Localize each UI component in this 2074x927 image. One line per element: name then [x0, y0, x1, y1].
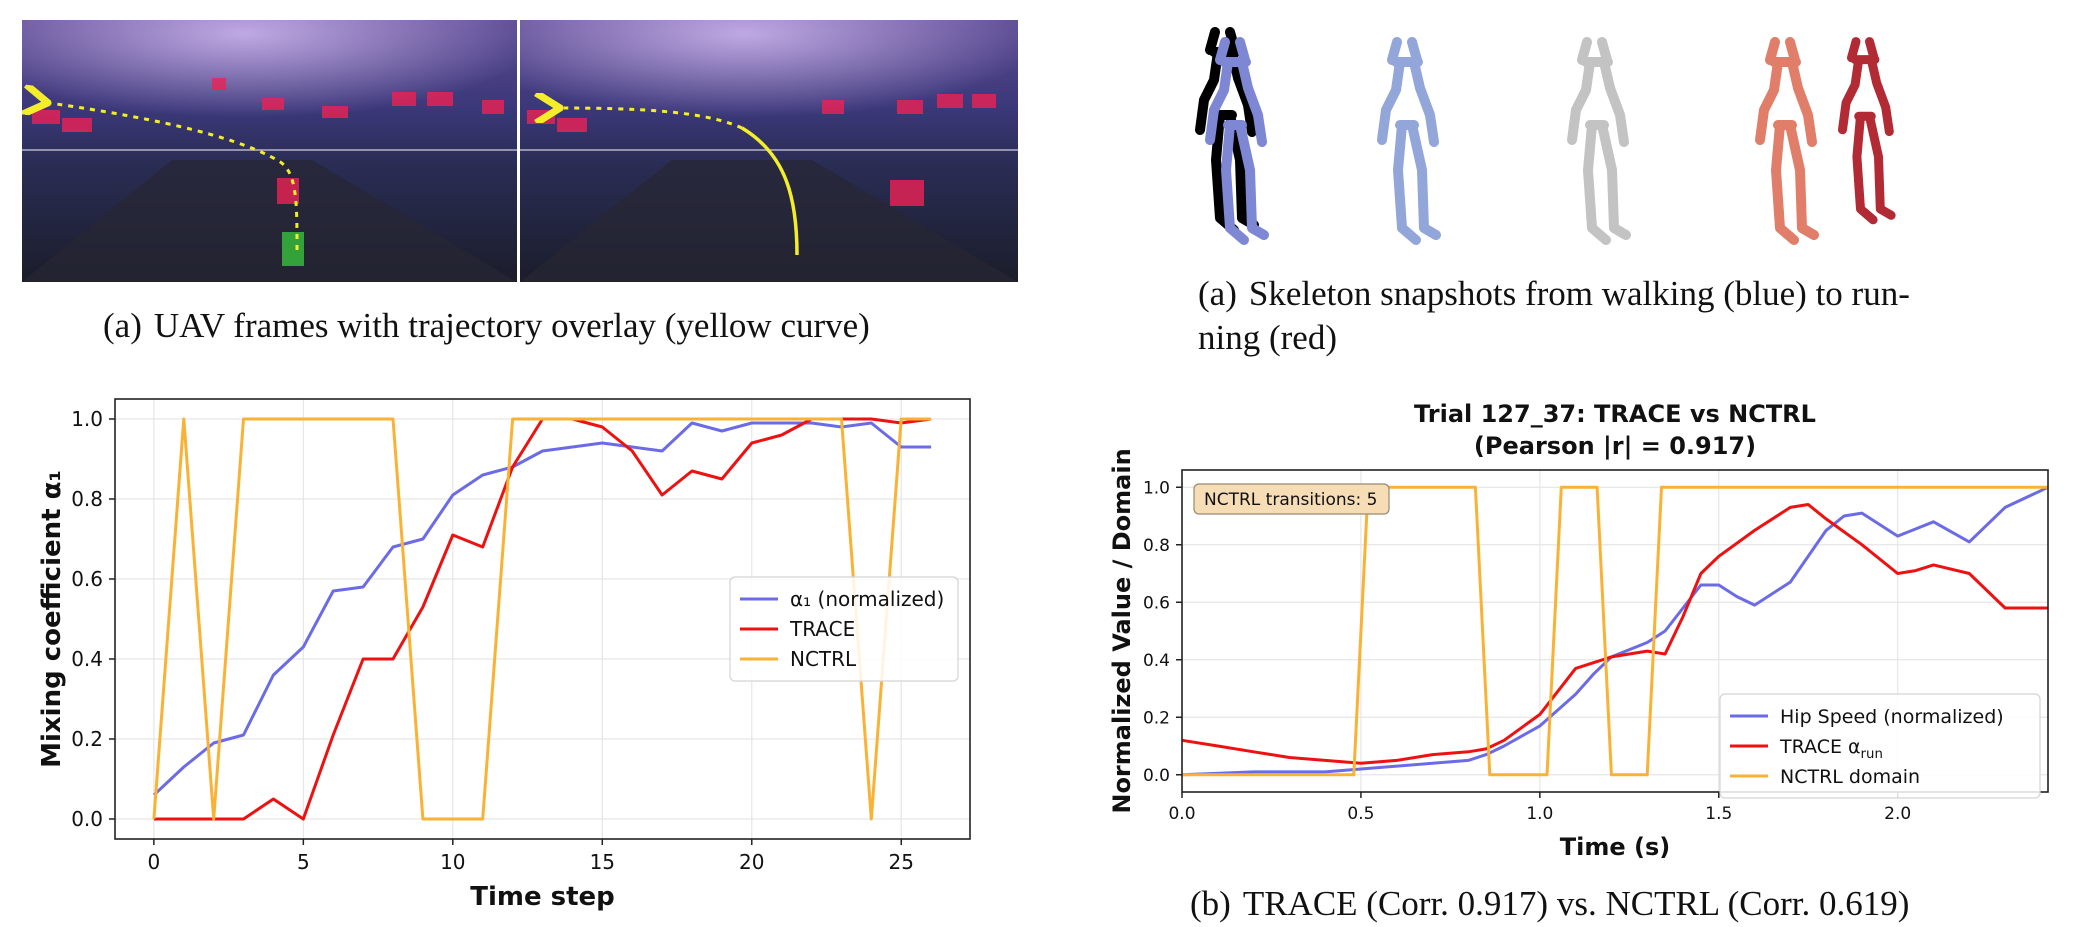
uav-frame-left — [22, 20, 517, 282]
series-line-2 — [1182, 485, 2048, 777]
x-tick-label: 15 — [590, 850, 615, 874]
x-tick-label: 0 — [147, 850, 160, 874]
y-tick-label: 0.2 — [71, 727, 103, 751]
series-line-1 — [1181, 503, 2048, 765]
y-axis-label: Mixing coefficient α₁ — [37, 470, 67, 768]
y-tick-label: 0.0 — [71, 807, 103, 831]
annotation-bg — [1193, 483, 1390, 515]
uav-frames-image — [22, 20, 1018, 282]
legend-entry: TRACE — [789, 617, 855, 641]
x-tick-label: 0.5 — [1347, 804, 1374, 824]
y-axis-label: Normalized Value / Domain — [1108, 448, 1136, 813]
legend-frame — [729, 576, 959, 682]
trace-vs-nctrl-chart: 0.0 0.5 1.0 1.5 2.0 0.0 0.2 0.4 0.6 0.8 1.0 Time (s… — [1108, 400, 2049, 860]
chart-title-line1: Trial 127_37: TRACE vs NCTRL — [1414, 400, 1816, 428]
trace-caption: (b) TRACE (Corr. 0.917) vs. NCTRL (Corr. … — [1190, 884, 1910, 923]
y-tick-label: 0.0 — [1143, 766, 1170, 786]
y-tick-label: 1.0 — [71, 407, 103, 431]
skeleton-caption: (a) Skeleton snapshots from walking (blue… — [1198, 274, 1910, 357]
series-line-2 — [152, 417, 932, 821]
plot-frame — [114, 398, 971, 840]
x-axis-label: Time step — [470, 882, 615, 912]
x-tick-label: 2.0 — [1884, 804, 1911, 824]
x-axis-label: Time (s) — [1560, 833, 1670, 860]
legend: α₁ (normalized) TRACE NCTRL — [729, 576, 959, 682]
legend-entry: NCTRL — [790, 647, 857, 671]
y-tick-label: 0.6 — [1143, 593, 1170, 613]
x-tick-label: 20 — [739, 850, 764, 874]
y-tick-label: 0.8 — [1143, 536, 1170, 556]
x-tick-label: 25 — [889, 850, 914, 874]
uav-frames-svg — [22, 20, 1018, 282]
x-tick-label: 0.0 — [1168, 804, 1195, 824]
uav-frame-right — [520, 20, 1018, 282]
x-tick-label: 1.5 — [1705, 804, 1732, 824]
skeleton-run-1 — [1760, 42, 1814, 240]
plot-frame — [1181, 469, 2049, 793]
x-tick-label: 10 — [440, 850, 465, 874]
skeleton-walk-2 — [1382, 42, 1436, 240]
annotation-text: NCTRL transitions: 5 — [1204, 490, 1377, 510]
x-tick-label: 5 — [297, 850, 310, 874]
y-tick-label: 0.2 — [1143, 708, 1170, 728]
skeleton-snapshots-image — [1190, 20, 1970, 260]
annotation-box: NCTRL transitions: 5 — [1193, 483, 1390, 515]
chart-title-line2: (Pearson |r| = 0.917) — [1474, 432, 1756, 460]
series-line-0 — [1181, 485, 2049, 777]
skeleton-run-2 — [1843, 42, 1892, 220]
y-tick-label: 0.4 — [71, 647, 103, 671]
legend-entry: Hip Speed (normalized) — [1780, 706, 2004, 728]
y-tick-label: 0.4 — [1143, 651, 1170, 671]
y-tick-label: 0.6 — [71, 567, 103, 591]
y-tick-label: 1.0 — [1143, 478, 1170, 498]
y-tick-label: 0.8 — [71, 487, 103, 511]
x-tick-label: 1.0 — [1526, 804, 1553, 824]
uav-caption: (a) UAV frames with trajectory overlay (y… — [103, 306, 870, 345]
mixing-coefficient-chart: 0 5 10 15 20 25 0.0 0.2 0.4 0.6 0.8 1.0 Time step Mix… — [37, 398, 971, 912]
legend-entry: NCTRL domain — [1780, 766, 1920, 788]
legend-frame — [1719, 693, 2041, 799]
legend-entry: α₁ (normalized) — [790, 587, 944, 611]
skeleton-mid — [1572, 42, 1626, 240]
